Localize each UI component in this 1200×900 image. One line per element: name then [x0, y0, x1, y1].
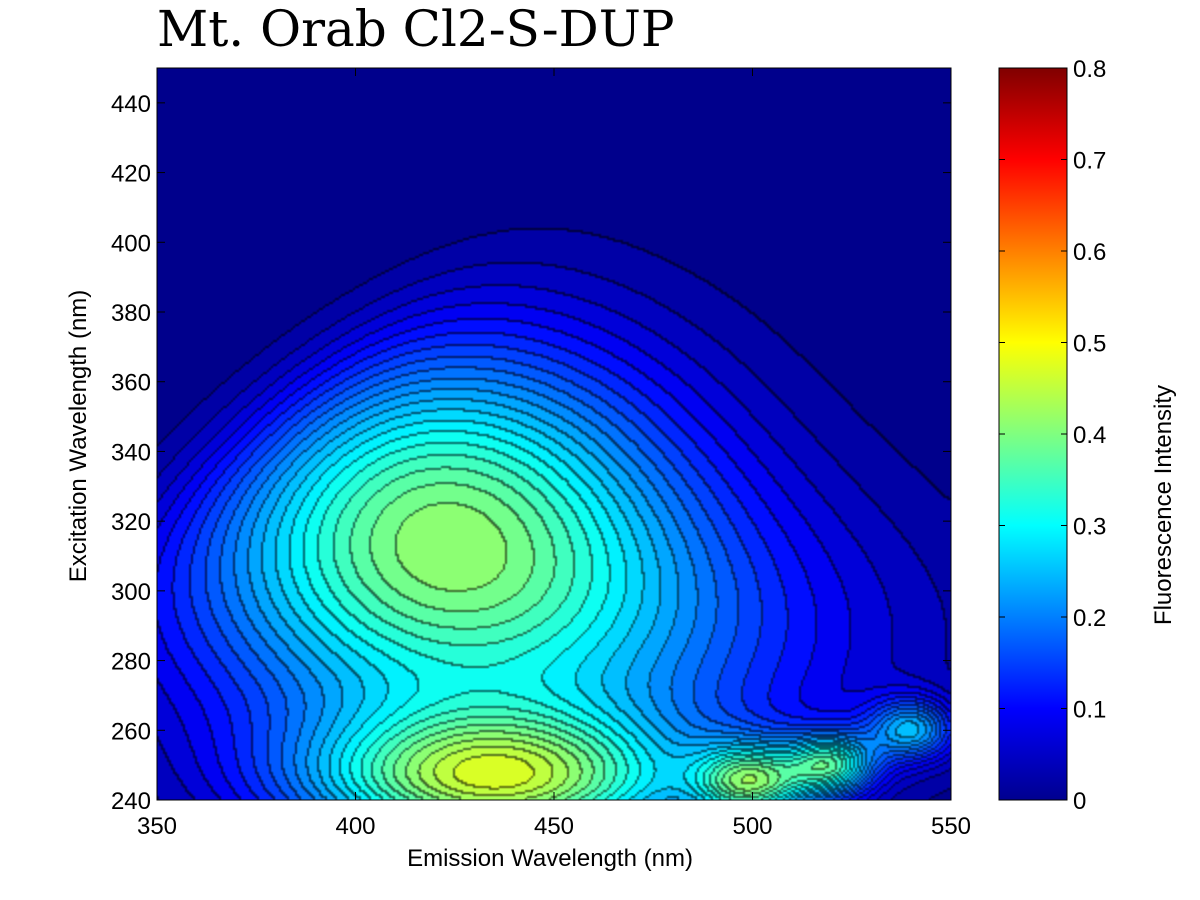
y-tick-label: 380 [111, 300, 151, 327]
y-tick-label: 420 [111, 161, 151, 188]
colorbar-tick-label: 0.4 [1073, 422, 1106, 449]
colorbar-tick-label: 0.2 [1073, 605, 1106, 632]
y-tick-label: 300 [111, 579, 151, 606]
x-tick-label: 450 [534, 813, 574, 840]
colorbar-tick-label: 0.1 [1073, 697, 1106, 724]
y-tick-label: 260 [111, 718, 151, 745]
y-tick-label: 320 [111, 509, 151, 536]
colorbar-label: Fluorescence Intensity [1150, 385, 1177, 625]
x-axis: 350 400 450 500 550 [137, 68, 971, 840]
y-axis: 240 260 280 300 320 340 360 380 400 420 440 [111, 91, 951, 815]
x-tick-label: 550 [931, 813, 971, 840]
y-axis-label: Excitation Wavelength (nm) [65, 290, 92, 583]
colorbar-tick-label: 0 [1073, 788, 1086, 815]
chart-title: Mt. Orab Cl2-S-DUP [157, 0, 674, 58]
colorbar-tick-label: 0.8 [1073, 56, 1106, 83]
y-tick-label: 440 [111, 91, 151, 118]
colorbar-gradient [999, 68, 1067, 800]
contour-lines [157, 68, 951, 800]
y-tick-label: 360 [111, 370, 151, 397]
x-tick-label: 400 [335, 813, 375, 840]
colorbar-tick-label: 0.7 [1073, 148, 1106, 175]
colorbar-tick-label: 0.5 [1073, 331, 1106, 358]
y-tick-label: 340 [111, 439, 151, 466]
colorbar: 0 0.1 0.2 0.3 0.4 0.5 0.6 0.7 0.8 [998, 56, 1106, 815]
colorbar-tick-label: 0.3 [1073, 514, 1106, 541]
x-tick-label: 350 [137, 813, 177, 840]
y-tick-label: 400 [111, 230, 151, 257]
y-tick-label: 280 [111, 649, 151, 676]
plot-area [156, 67, 952, 801]
x-axis-label: Emission Wavelength (nm) [407, 845, 693, 872]
colorbar-ticks: 0 0.1 0.2 0.3 0.4 0.5 0.6 0.7 0.8 [999, 56, 1106, 815]
x-tick-label: 500 [732, 813, 772, 840]
y-tick-label: 240 [111, 788, 151, 815]
colorbar-tick-label: 0.6 [1073, 239, 1106, 266]
